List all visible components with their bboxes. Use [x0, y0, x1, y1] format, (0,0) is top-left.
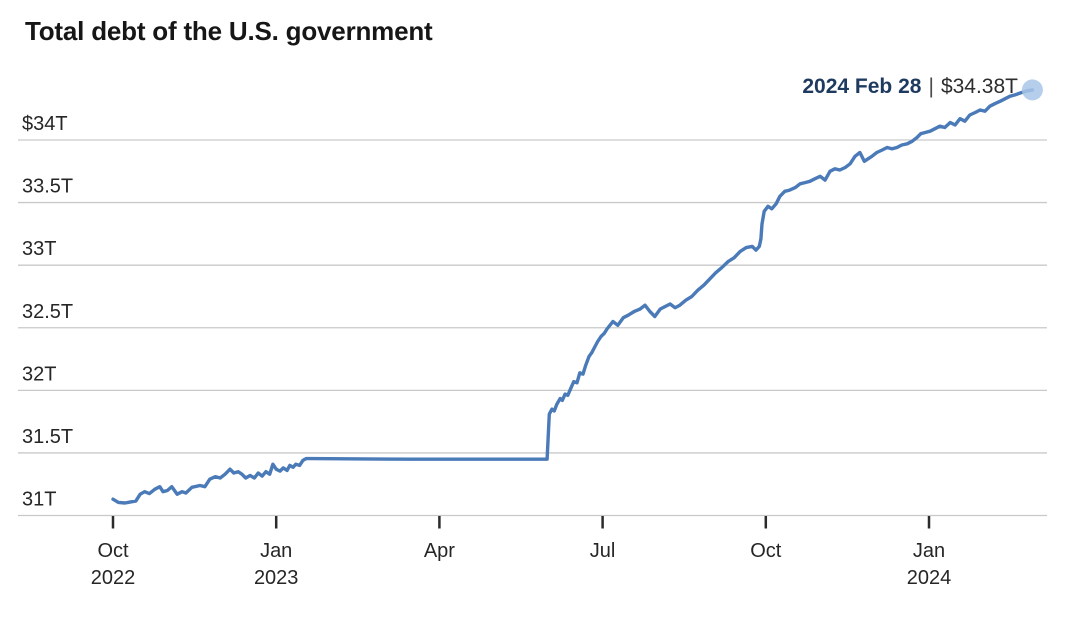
endpoint-annotation: 2024 Feb 28 | $34.38T	[802, 76, 1018, 97]
annotation-value: $34.38T	[940, 75, 1018, 98]
x-axis-label-month: Jul	[590, 540, 616, 562]
debt-line	[111, 88, 1035, 505]
y-axis-label: $34T	[22, 113, 68, 135]
y-axis-label: 31.5T	[22, 426, 73, 448]
y-axis-label: 32T	[22, 363, 56, 385]
y-axis-label: 32.5T	[22, 301, 73, 323]
endpoint-marker	[1021, 79, 1043, 101]
x-axis-label-month: Jan	[260, 540, 292, 562]
annotation-date: 2024 Feb 28	[802, 75, 922, 98]
y-axis-label: 33.5T	[22, 176, 73, 198]
x-axis-label-month: Oct	[97, 540, 129, 562]
x-axis-label-month: Jan	[913, 540, 945, 562]
x-axis-label-month: Apr	[424, 540, 455, 562]
x-axis-label-year: 2023	[254, 567, 299, 589]
x-axis-label-year: 2024	[907, 567, 952, 589]
chart-title: Total debt of the U.S. government	[25, 16, 433, 46]
y-axis-label: 31T	[22, 489, 56, 511]
y-axis-label: 33T	[22, 238, 56, 260]
x-axis-label-year: 2022	[91, 567, 136, 589]
annotation-separator: |	[928, 75, 934, 98]
x-axis-label-month: Oct	[750, 540, 782, 562]
